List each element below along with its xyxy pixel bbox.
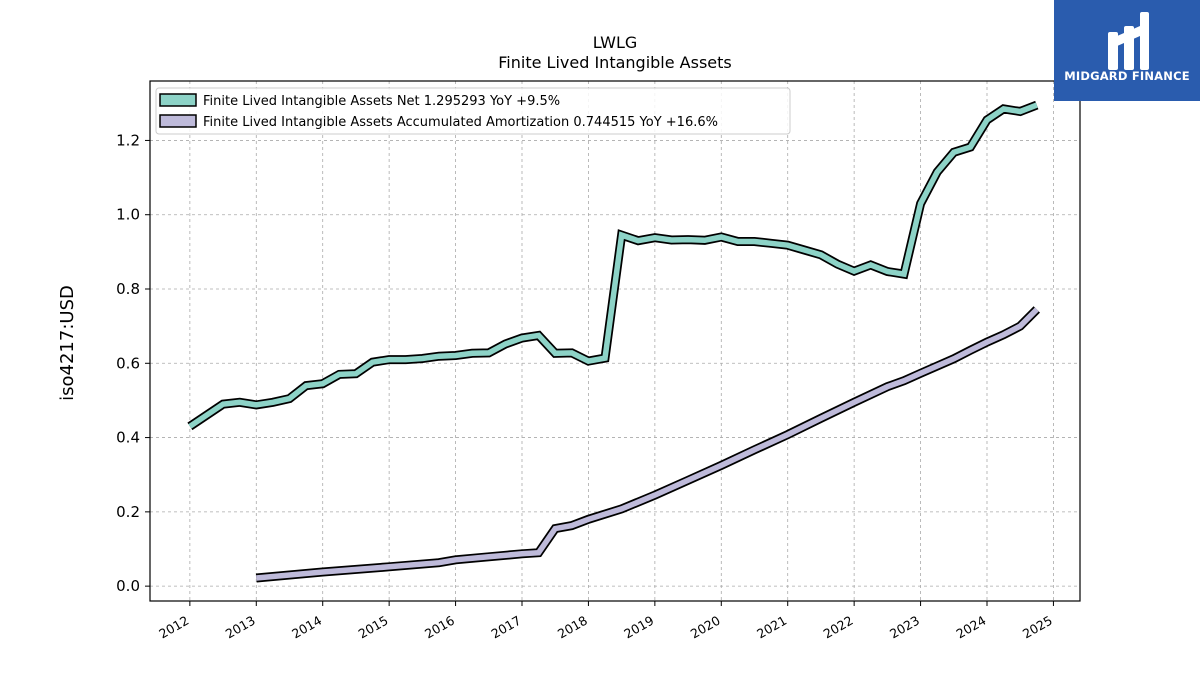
series-line-net [188,102,1038,429]
y-tick-label: 0.8 [116,280,140,298]
plot-frame [149,80,1081,602]
y-tick-label: 0.6 [116,354,140,372]
brand-logo: MIDGARD FINANCE [1054,0,1200,101]
legend-swatch-amortization [159,114,197,128]
legend-box [155,87,791,135]
y-tick-label: 0.2 [116,503,140,521]
x-tick-label: 2014 [289,613,324,642]
x-tick-label: 2020 [688,613,723,642]
grid [150,81,1080,601]
y-tick-label: 1.0 [116,206,140,224]
x-tick-label: 2018 [555,613,590,642]
x-tick-label: 2017 [488,613,523,642]
legend-label-amortization: Finite Lived Intangible Assets Accumulat… [203,115,718,130]
x-tick-label: 2024 [953,613,988,642]
y-axis-label: iso4217:USD [57,285,78,401]
x-tick-label: 2016 [422,613,457,642]
x-tick-label: 2021 [754,613,789,642]
y-tick-label: 1.2 [116,131,140,149]
legend-swatch-net [159,93,197,107]
x-tick-label: 2023 [887,613,922,642]
x-tick-label: 2013 [223,613,258,642]
x-tick-label: 2025 [1020,613,1055,642]
brand-logo-text: MIDGARD FINANCE [1064,69,1190,83]
x-tick-label: 2015 [356,613,391,642]
axis-ticks: 2012 2013 2014 2015 2016 2017 2018 2019 2020 2021… [116,131,1055,641]
legend-label-net: Finite Lived Intangible Assets Net 1.295… [203,94,560,109]
plot-series [187,100,1040,583]
legend: Finite Lived Intangible Assets Net 1.295… [155,87,791,135]
y-tick-label: 0.4 [116,429,140,447]
chart-title: LWLG [593,33,638,52]
brand-logo-icon [1108,12,1149,70]
series-outline-amortization [255,306,1040,583]
x-tick-label: 2012 [156,613,191,642]
x-tick-label: 2019 [621,613,656,642]
x-tick-label: 2022 [821,613,856,642]
series-line-amortization [256,307,1039,581]
y-tick-label: 0.0 [116,577,140,595]
chart-subtitle: Finite Lived Intangible Assets [498,53,731,72]
